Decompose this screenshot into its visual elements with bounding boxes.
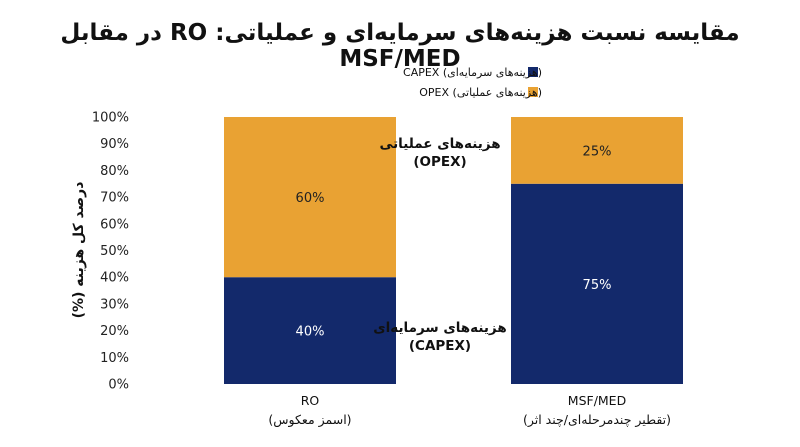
category-sublabel: (تقطیر چندمرحله‌ای/چند اثر) bbox=[523, 412, 671, 428]
bars: 40% 60% 75% 25% bbox=[224, 117, 683, 384]
legend-swatch-capex bbox=[528, 67, 538, 77]
y-tick-label: 60% bbox=[100, 217, 129, 232]
bar-capex-0 bbox=[224, 277, 396, 384]
y-tick-label: 100% bbox=[92, 111, 129, 126]
y-tick-label: 70% bbox=[100, 191, 129, 206]
category-sublabel: (اسمز معکوس) bbox=[268, 412, 351, 428]
annotation-opex-line1: هزینه‌های عملیاتی bbox=[379, 136, 500, 152]
value-label-capex-0: 40% bbox=[296, 325, 325, 340]
category-label: RO bbox=[301, 393, 320, 408]
y-axis-label: درصد کل هزینه (%) bbox=[71, 182, 87, 319]
y-tick-label: 40% bbox=[100, 271, 129, 286]
bar-opex-0 bbox=[224, 117, 396, 278]
category-label: MSF/MED bbox=[568, 393, 626, 408]
legend-swatch-opex bbox=[528, 87, 538, 97]
annotation-opex: هزینه‌های عملیاتی (OPEX) bbox=[379, 136, 500, 170]
value-label-opex-0: 60% bbox=[296, 191, 325, 206]
y-tick-label: 10% bbox=[100, 351, 129, 366]
annotation-opex-line2: (OPEX) bbox=[413, 154, 466, 170]
y-tick-label: 20% bbox=[100, 324, 129, 339]
annotation-capex: هزینه‌های سرمایه‌ای (CAPEX) bbox=[373, 320, 506, 354]
y-tick-label: 50% bbox=[100, 244, 129, 259]
chart-title: مقایسه نسبت هزینه‌های سرمایه‌ای و عملیات… bbox=[60, 20, 740, 72]
annotation-capex-line2: (CAPEX) bbox=[409, 338, 471, 354]
legend-label-opex: (هزینه‌های عملیاتی) OPEX bbox=[419, 86, 542, 99]
legend-label-capex: (هزینه‌های سرمایه‌ای) CAPEX bbox=[403, 66, 542, 79]
value-label-capex-1: 75% bbox=[583, 278, 612, 293]
category-labels: RO (اسمز معکوس) MSF/MED (تقطیر چندمرحله‌ای/… bbox=[268, 393, 671, 428]
bar-capex-1 bbox=[511, 183, 683, 384]
y-axis-ticks: 0% 10% 20% 30% 40% 50% 60% 70% 80% 90% 100% bbox=[92, 111, 129, 393]
value-label-opex-1: 25% bbox=[583, 144, 612, 159]
annotation-capex-line1: هزینه‌های سرمایه‌ای bbox=[373, 320, 506, 336]
bar-opex-1 bbox=[511, 117, 683, 184]
legend: (هزینه‌های سرمایه‌ای) CAPEX (هزینه‌های ع… bbox=[403, 66, 542, 99]
y-tick-label: 80% bbox=[100, 164, 129, 179]
y-tick-label: 30% bbox=[100, 297, 129, 312]
y-tick-label: 90% bbox=[100, 137, 129, 152]
y-tick-label: 0% bbox=[108, 378, 129, 393]
